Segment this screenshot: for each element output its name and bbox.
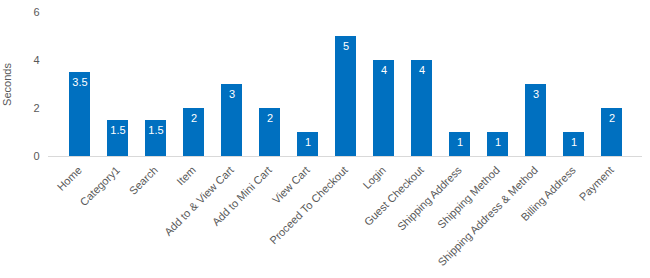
- svg-text:Shipping Address & Method: Shipping Address & Method: [435, 163, 540, 269]
- svg-text:1: 1: [495, 136, 501, 148]
- svg-text:Billing Address: Billing Address: [518, 163, 578, 223]
- svg-text:Login: Login: [360, 164, 388, 192]
- svg-text:Guest Checkout: Guest Checkout: [361, 163, 426, 228]
- svg-text:Category1: Category1: [78, 164, 122, 208]
- svg-text:1.5: 1.5: [148, 124, 163, 136]
- svg-text:Add to Mini Cart: Add to Mini Cart: [210, 164, 274, 228]
- svg-text:Add to & View Cart: Add to & View Cart: [162, 164, 236, 238]
- svg-text:4: 4: [33, 54, 39, 66]
- svg-text:Shipping Address: Shipping Address: [395, 163, 464, 232]
- svg-text:2: 2: [191, 112, 197, 124]
- svg-text:1: 1: [457, 136, 463, 148]
- svg-text:1.5: 1.5: [110, 124, 125, 136]
- svg-text:Shipping Method: Shipping Method: [435, 164, 502, 231]
- svg-text:0: 0: [33, 150, 39, 162]
- svg-text:Item: Item: [174, 164, 198, 188]
- svg-text:Home: Home: [55, 164, 84, 193]
- svg-text:5: 5: [343, 40, 349, 52]
- svg-text:3: 3: [229, 88, 235, 100]
- svg-text:3.5: 3.5: [72, 76, 87, 88]
- svg-text:2: 2: [609, 112, 615, 124]
- svg-text:4: 4: [419, 64, 425, 76]
- svg-text:Proceed To Checkout: Proceed To Checkout: [267, 164, 350, 247]
- svg-text:4: 4: [381, 64, 387, 76]
- svg-text:2: 2: [33, 102, 39, 114]
- svg-text:View Cart: View Cart: [269, 163, 312, 206]
- svg-text:1: 1: [571, 136, 577, 148]
- svg-text:6: 6: [33, 6, 39, 18]
- svg-text:2: 2: [267, 112, 273, 124]
- svg-text:3: 3: [533, 88, 539, 100]
- svg-text:Payment: Payment: [577, 164, 616, 203]
- svg-text:Search: Search: [127, 164, 160, 197]
- svg-text:Seconds: Seconds: [1, 63, 13, 106]
- svg-text:1: 1: [305, 136, 311, 148]
